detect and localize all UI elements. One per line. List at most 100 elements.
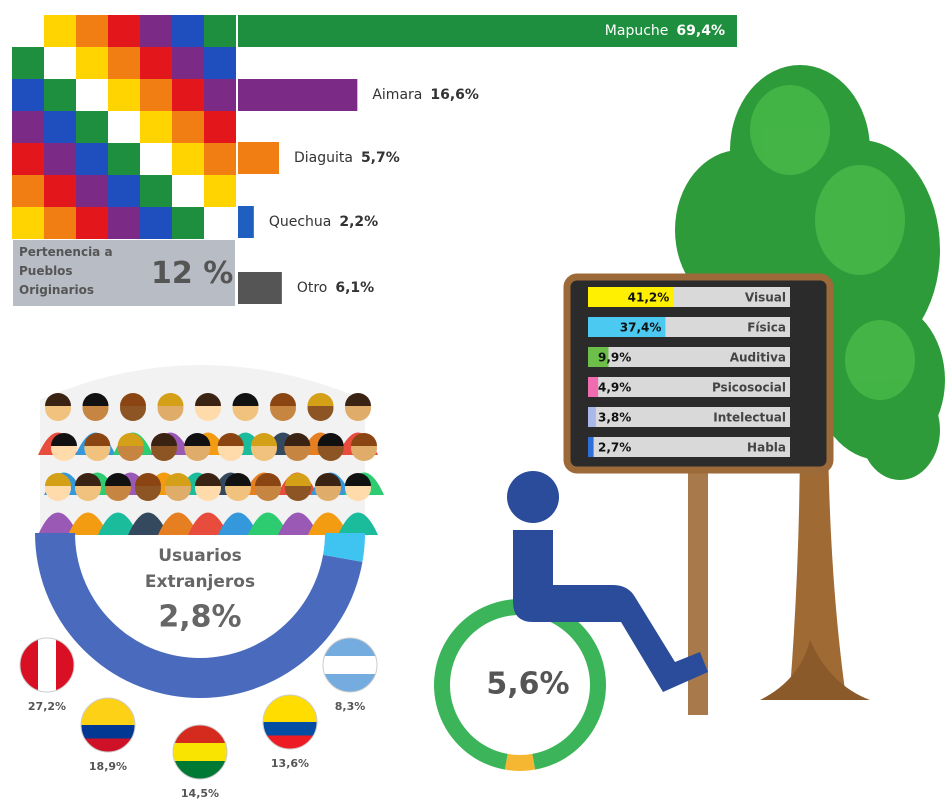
bar [588, 377, 599, 397]
value-label: 6,1% [335, 280, 374, 296]
people-illustration [38, 393, 384, 535]
flag-stripe [81, 725, 135, 739]
bar-track [588, 437, 790, 457]
person-hair [270, 393, 296, 406]
person-hair [157, 393, 184, 406]
flag-stripe [263, 708, 317, 723]
person-hair [251, 433, 277, 446]
bar-label: Otro 6,1% [297, 280, 374, 296]
flag-stripe [173, 761, 227, 779]
bar [238, 206, 254, 238]
person-hair [225, 473, 251, 486]
flag-cell [44, 207, 76, 239]
person-hair [195, 393, 221, 406]
person-hair [84, 433, 111, 446]
value-label: 14,5% [181, 787, 219, 800]
flag-cell [44, 175, 76, 207]
person-hair [45, 473, 71, 486]
flag-stripe [81, 738, 135, 752]
flag-stripe [263, 695, 317, 709]
bar [588, 407, 596, 427]
flag-stripe [263, 722, 317, 736]
headline: 5,6% [486, 667, 569, 702]
person-hair [105, 473, 131, 486]
value-label: 18,9% [89, 760, 127, 773]
category-label: Diaguita [294, 150, 353, 166]
country-flag [173, 725, 227, 779]
flag-cell [12, 79, 44, 111]
flag-cell [140, 175, 172, 207]
person-hair [51, 433, 77, 446]
category-label: Auditiva [730, 351, 786, 365]
person-hair [75, 473, 101, 486]
value-label: 3,8% [598, 411, 631, 425]
flag-cell [172, 111, 204, 143]
person-hair [135, 473, 161, 486]
value-label: 27,2% [28, 700, 66, 713]
value-label: 8,3% [335, 700, 366, 713]
flag-cell [108, 47, 140, 79]
flag-cell [108, 175, 140, 207]
person-body [278, 512, 318, 535]
wheelchair-icon [507, 471, 708, 692]
value-label: 9,9% [598, 351, 631, 365]
category-label: Habla [747, 441, 786, 455]
flag-cell [44, 143, 76, 175]
value-label: 2,2% [339, 214, 378, 230]
flag-cell [44, 47, 76, 79]
flag-cell [108, 207, 140, 239]
flag-cell [12, 143, 44, 175]
bar [238, 15, 737, 47]
wiphala-flag [12, 15, 236, 239]
label-box: Pertenencia a Pueblos Originarios 12 % [13, 240, 235, 306]
person-hair [284, 433, 311, 446]
person-body [338, 512, 378, 535]
person-body [308, 512, 348, 535]
flag-cell [44, 79, 76, 111]
flag-cell [44, 111, 76, 143]
flag-stripe [173, 743, 227, 762]
flag-border [322, 637, 378, 693]
flag-stripe [323, 674, 377, 692]
flag-cell [172, 207, 204, 239]
person-body [98, 512, 138, 535]
value-label: 2,7% [598, 441, 631, 455]
person-hair [217, 433, 244, 446]
flag-stripe [38, 638, 57, 692]
flag-cell [108, 111, 140, 143]
category-label: Quechua [269, 214, 332, 230]
person-hair [285, 473, 311, 486]
flag-cell [204, 207, 236, 239]
bar [588, 347, 609, 367]
bar [588, 317, 666, 337]
person-hair [165, 473, 191, 486]
value-label: 5,7% [361, 150, 400, 166]
tree-highlight [750, 85, 915, 400]
flag-stripe [56, 638, 74, 692]
person-hair [184, 433, 211, 446]
flag-cell [140, 207, 172, 239]
bar-track [588, 407, 790, 427]
bar [238, 142, 279, 174]
country-flag [20, 638, 74, 692]
bar [588, 287, 674, 307]
tree-roots [760, 640, 870, 700]
flag-cell [140, 15, 172, 47]
flag-border [172, 724, 228, 780]
flag-cell [12, 111, 44, 143]
value-label: 69,4% [676, 23, 725, 39]
flag-cell [76, 79, 108, 111]
flag-cell [12, 15, 44, 47]
category-label: Otro [297, 280, 328, 296]
flag-cell [12, 175, 44, 207]
flag-cell [204, 143, 236, 175]
value-label: 37,4% [620, 321, 662, 335]
bar-label: Quechua 2,2% [269, 214, 378, 230]
flag-cell [204, 15, 236, 47]
flag-cell [140, 47, 172, 79]
category-label: Intelectual [713, 411, 786, 425]
person-hair [345, 473, 371, 486]
person-body [158, 512, 198, 535]
